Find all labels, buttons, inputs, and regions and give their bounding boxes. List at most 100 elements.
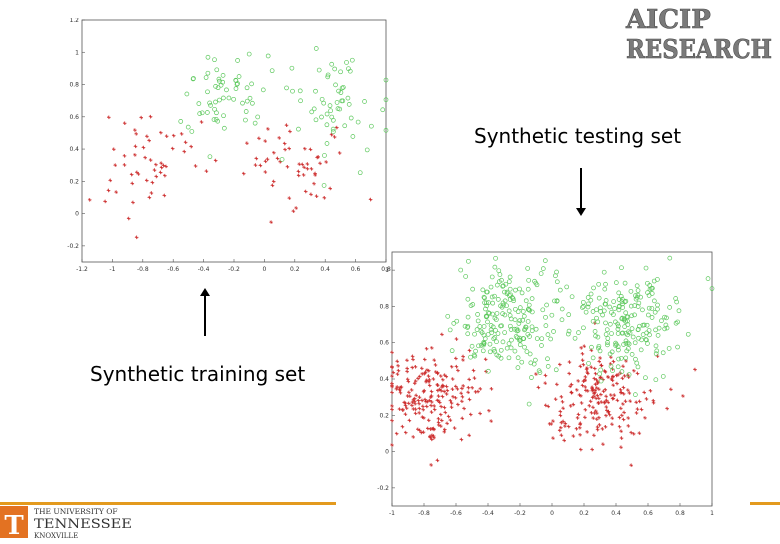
data-point-cross bbox=[435, 388, 440, 393]
data-point-circle bbox=[557, 287, 563, 293]
data-point-cross bbox=[263, 170, 268, 174]
data-point-cross bbox=[476, 389, 480, 394]
testing-caption: Synthetic testing set bbox=[474, 124, 682, 148]
x-tick-label: 0.4 bbox=[320, 266, 330, 273]
data-point-cross bbox=[391, 370, 396, 375]
data-point-circle bbox=[581, 304, 586, 309]
data-point-circle bbox=[622, 280, 628, 286]
data-point-cross bbox=[263, 159, 268, 164]
data-point-circle bbox=[445, 313, 451, 319]
data-point-cross bbox=[390, 365, 394, 370]
logo-line2: RESEARCH bbox=[626, 35, 772, 62]
data-point-circle bbox=[619, 299, 625, 304]
data-point-cross bbox=[547, 422, 552, 426]
data-point-circle bbox=[331, 129, 336, 134]
data-point-cross bbox=[420, 366, 424, 371]
data-point-circle bbox=[506, 341, 512, 346]
data-point-circle bbox=[334, 100, 340, 105]
data-point-cross bbox=[446, 414, 451, 419]
data-point-cross bbox=[133, 144, 138, 149]
data-point-circle bbox=[340, 98, 346, 104]
x-tick-label: -0.6 bbox=[450, 510, 462, 517]
data-point-circle bbox=[465, 296, 471, 302]
data-point-cross bbox=[569, 382, 574, 387]
data-point-circle bbox=[553, 367, 559, 373]
data-point-circle bbox=[513, 306, 518, 312]
x-tick-label: -0.8 bbox=[137, 266, 149, 273]
data-point-circle bbox=[601, 269, 607, 275]
data-point-circle bbox=[551, 329, 556, 334]
data-point-cross bbox=[426, 374, 431, 378]
data-point-cross bbox=[590, 388, 595, 393]
data-point-circle bbox=[624, 314, 630, 320]
data-point-cross bbox=[587, 404, 592, 408]
data-point-cross bbox=[324, 160, 328, 164]
data-point-cross bbox=[571, 434, 576, 438]
data-point-cross bbox=[189, 144, 193, 149]
data-point-cross bbox=[604, 413, 608, 418]
data-point-circle bbox=[492, 264, 498, 270]
data-point-cross bbox=[427, 398, 432, 403]
data-point-cross bbox=[578, 422, 582, 427]
data-point-circle bbox=[488, 284, 494, 290]
data-point-circle bbox=[510, 296, 516, 302]
data-point-circle bbox=[635, 288, 641, 293]
data-point-circle bbox=[507, 323, 513, 329]
data-point-circle bbox=[493, 255, 498, 261]
data-point-cross bbox=[309, 192, 313, 197]
data-point-cross bbox=[410, 365, 415, 370]
data-point-cross bbox=[579, 401, 584, 405]
data-point-circle bbox=[552, 298, 557, 304]
data-point-circle bbox=[495, 331, 501, 336]
data-point-circle bbox=[203, 75, 209, 80]
data-point-cross bbox=[543, 403, 548, 408]
data-point-cross bbox=[411, 357, 415, 362]
data-point-cross bbox=[284, 123, 289, 128]
x-tick-label: 0 bbox=[550, 510, 554, 517]
data-point-cross bbox=[442, 405, 447, 410]
data-point-cross bbox=[113, 163, 118, 167]
data-point-circle bbox=[626, 341, 632, 347]
data-point-cross bbox=[390, 350, 394, 355]
data-point-cross bbox=[543, 381, 547, 385]
data-point-circle bbox=[609, 331, 614, 336]
data-point-circle bbox=[482, 336, 488, 341]
data-point-cross bbox=[148, 158, 153, 162]
data-point-circle bbox=[346, 102, 352, 107]
data-point-cross bbox=[466, 385, 471, 390]
data-point-circle bbox=[499, 304, 505, 310]
data-point-cross bbox=[395, 359, 400, 364]
data-point-circle bbox=[324, 122, 330, 128]
data-point-circle bbox=[625, 322, 631, 327]
data-point-circle bbox=[243, 109, 249, 114]
data-point-cross bbox=[297, 162, 302, 166]
data-point-cross bbox=[592, 433, 596, 438]
plot-frame bbox=[391, 251, 713, 507]
data-point-cross bbox=[467, 348, 472, 353]
y-tick-label: -0.2 bbox=[67, 243, 79, 250]
x-tick-label: 0.4 bbox=[611, 510, 621, 517]
data-point-circle bbox=[634, 360, 640, 366]
data-point-cross bbox=[588, 399, 593, 404]
data-point-circle bbox=[265, 53, 271, 59]
data-point-cross bbox=[412, 396, 417, 401]
data-point-cross bbox=[579, 346, 583, 350]
data-point-circle bbox=[216, 76, 222, 82]
data-point-circle bbox=[632, 312, 637, 318]
data-point-cross bbox=[309, 167, 314, 171]
data-point-cross bbox=[628, 399, 632, 403]
data-point-circle bbox=[620, 301, 625, 307]
data-point-cross bbox=[436, 420, 441, 425]
x-tick-label: -1 bbox=[389, 510, 395, 517]
data-point-circle bbox=[214, 67, 220, 73]
data-point-circle bbox=[221, 95, 226, 101]
data-point-circle bbox=[576, 330, 581, 335]
data-point-circle bbox=[485, 368, 491, 374]
data-point-circle bbox=[355, 119, 361, 125]
data-point-cross bbox=[579, 394, 583, 398]
data-point-cross bbox=[213, 158, 218, 163]
data-point-cross bbox=[632, 369, 636, 373]
data-point-circle bbox=[468, 303, 474, 308]
data-point-cross bbox=[438, 387, 442, 392]
y-tick-label: 0.8 bbox=[69, 82, 79, 89]
